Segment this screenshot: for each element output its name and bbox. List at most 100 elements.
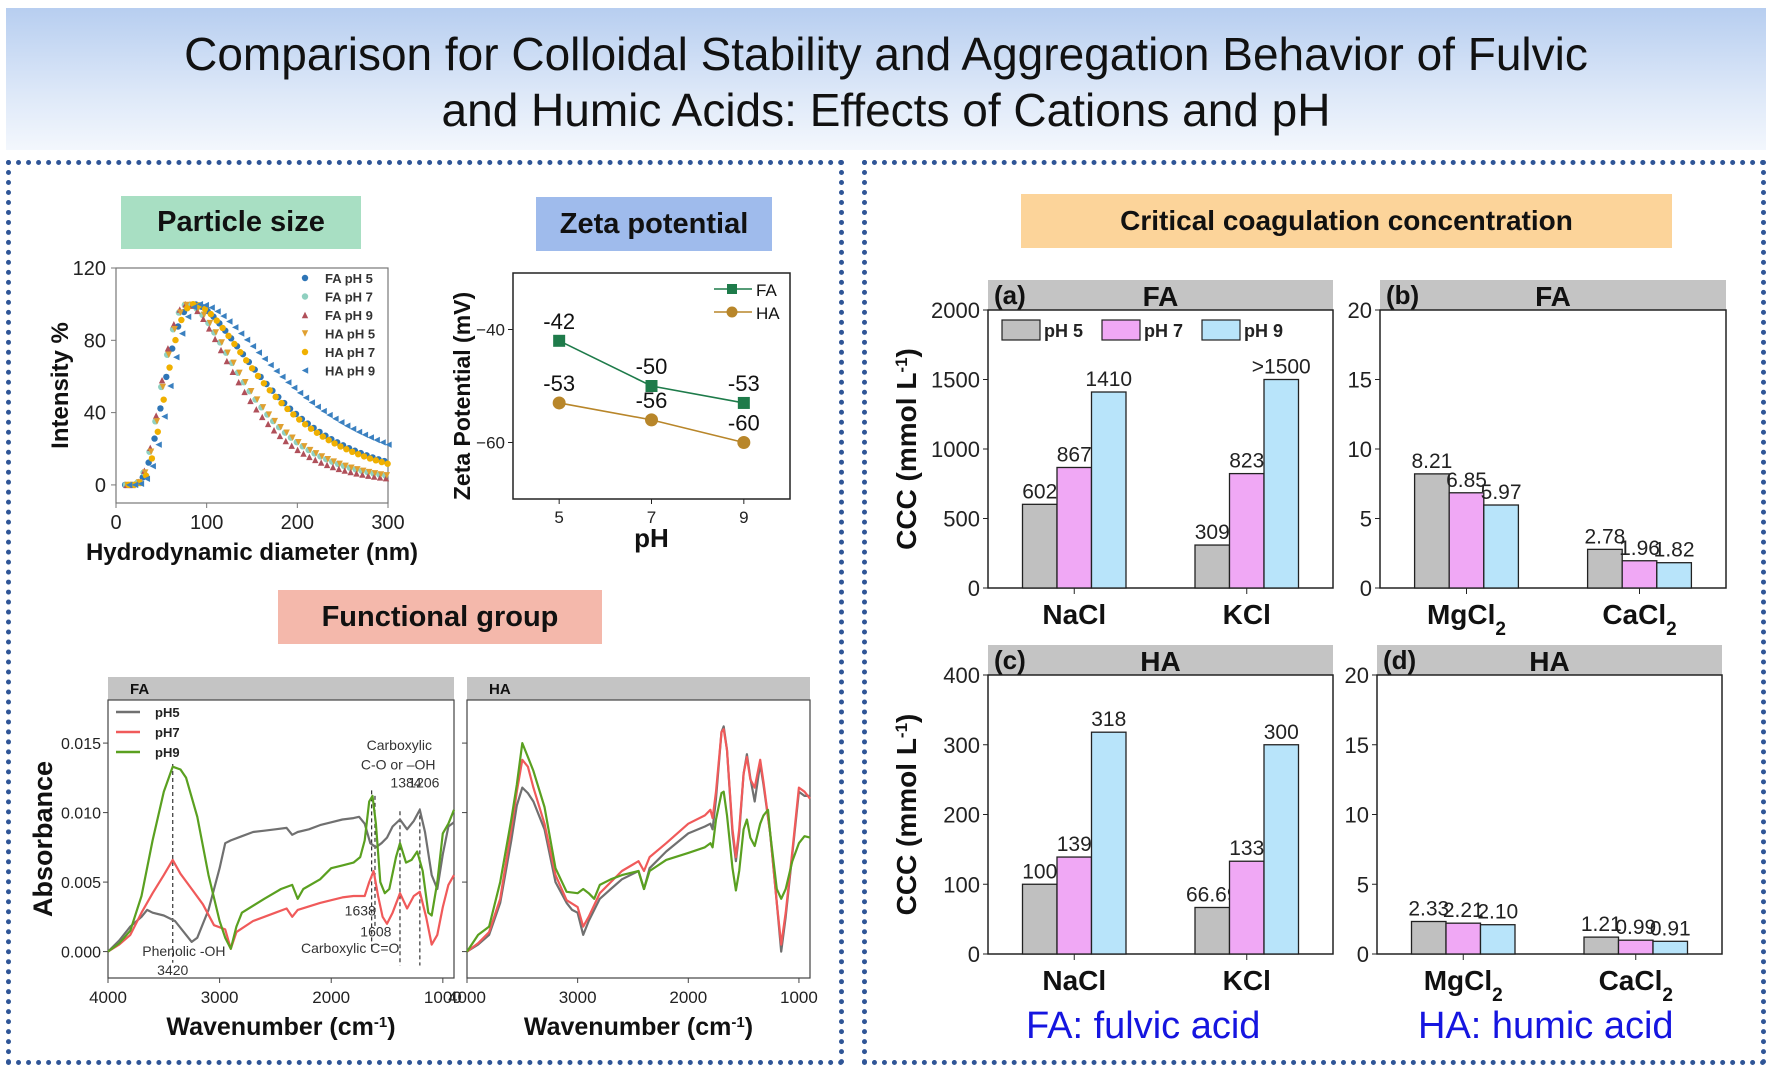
data-point <box>290 411 297 418</box>
data-point <box>260 380 268 387</box>
series-line-ph5 <box>466 725 810 953</box>
data-point <box>183 301 190 309</box>
data-point <box>366 455 374 462</box>
y-tick-label: 0.000 <box>61 945 101 962</box>
category-label: KCl <box>1223 965 1271 996</box>
legend-label: HA pH 9 <box>325 364 375 379</box>
y-tick-label: 500 <box>943 507 980 532</box>
data-point <box>202 301 209 309</box>
bar-value-label: 1.96 <box>1619 537 1660 560</box>
bar-value-label: 2.33 <box>1408 897 1449 920</box>
data-point <box>212 329 220 336</box>
data-point <box>206 325 213 332</box>
data-point <box>266 387 273 394</box>
y-tick-label: 0.015 <box>61 736 101 753</box>
data-point <box>213 317 220 324</box>
data-point <box>248 365 256 372</box>
bar-ph5 <box>1194 906 1231 955</box>
data-point <box>294 446 301 454</box>
panel-header <box>1380 280 1726 310</box>
y-tick-label: 0 <box>1360 576 1372 601</box>
data-point <box>344 422 351 429</box>
bar-ph5 <box>1413 473 1450 589</box>
data-point <box>307 446 314 454</box>
x-axis-label: Wavenumber (cm-1) <box>166 1013 395 1041</box>
ccc-a-chart: (a) FA 0 500 1000 1500 2000 CCC (mmol L-1) NaCl 6… <box>891 280 1334 630</box>
left-panel <box>6 160 844 1065</box>
data-point <box>277 423 284 431</box>
data-point <box>131 481 139 489</box>
x-tick-label: 9 <box>739 508 748 527</box>
y-axis-label: CCC (mmol L-1) <box>891 348 922 550</box>
data-point <box>224 349 231 356</box>
data-point <box>282 437 290 445</box>
legend-marker <box>301 330 309 337</box>
data-point <box>289 434 296 441</box>
data-point <box>336 460 343 468</box>
legend-marker <box>301 367 309 374</box>
x-tick-label: 2000 <box>669 988 707 1007</box>
data-point <box>261 355 268 363</box>
data-point <box>248 387 255 395</box>
x-tick-label: 3000 <box>201 988 239 1007</box>
y-tick-label: 15 <box>1345 733 1369 758</box>
bar-ph7 <box>1445 922 1482 955</box>
category-label: CaCl2 <box>1602 599 1676 640</box>
title-line-1: Comparison for Colloidal Stability and A… <box>184 28 1588 80</box>
data-point <box>335 465 343 473</box>
data-point <box>253 406 260 413</box>
data-point <box>337 443 344 450</box>
data-point <box>143 475 151 483</box>
category-label: NaCl <box>1042 965 1106 996</box>
data-point <box>211 335 219 343</box>
bar-value-label: 139 <box>1057 833 1092 856</box>
data-point <box>290 384 298 391</box>
ftir-ha-chart: HA 4000 3000 2000 1000 Wavenumber (cm-1) <box>448 677 818 1041</box>
panel-title: HA <box>1140 646 1180 677</box>
fa-footnote: FA: fulvic acid <box>1026 1005 1261 1047</box>
bar-value-label: 5.97 <box>1481 481 1522 504</box>
zeta-potential-label: Zeta potential <box>536 197 772 251</box>
y-axis-label: CCC (mmol L-1) <box>891 714 922 916</box>
data-point <box>271 417 279 425</box>
panel-label: (b) <box>1386 280 1419 310</box>
bar-value-label: 867 <box>1057 443 1092 466</box>
x-tick-label: 1000 <box>780 988 818 1007</box>
data-point <box>231 340 238 348</box>
category-label: MgCl2 <box>1424 965 1503 1006</box>
data-point <box>360 453 368 460</box>
y-tick-label: 0 <box>968 942 980 967</box>
bar-ph9 <box>1479 924 1516 955</box>
page-title: Comparison for Colloidal Stability and A… <box>6 26 1766 138</box>
y-axis-label: Absorbance <box>28 761 58 917</box>
bar-value-label: 6.85 <box>1446 469 1487 492</box>
data-point <box>218 339 226 346</box>
data-point <box>243 336 251 344</box>
data-label: -42 <box>543 309 575 334</box>
y-tick-label: 10 <box>1345 803 1369 828</box>
particle-size-chart: 0 100 200 300 0 40 80 120 Hydrodynamic diameter … <box>47 258 418 566</box>
x-tick-label: 3000 <box>559 988 597 1007</box>
data-point <box>307 425 315 432</box>
legend-label: FA pH 9 <box>325 308 373 323</box>
data-point <box>190 303 198 311</box>
data-point <box>367 434 374 441</box>
data-point <box>737 396 750 409</box>
series-ha-ph-9 <box>125 300 392 489</box>
series-line-ph7 <box>466 728 811 953</box>
data-point <box>220 312 227 320</box>
y-tick-label: 0 <box>1357 942 1369 967</box>
bar-value-label: 1.82 <box>1654 539 1695 562</box>
data-point <box>236 369 243 376</box>
data-point <box>373 436 380 444</box>
data-point <box>169 345 176 352</box>
data-point <box>184 304 191 312</box>
ftir-fa-chart: FA 4000 3000 2000 1000 0.000 0.005 0.010 0.015 Wa… <box>28 677 462 1041</box>
data-point <box>232 324 239 331</box>
data-point <box>159 383 167 391</box>
data-point <box>178 330 186 337</box>
bar-ph5 <box>1583 936 1620 955</box>
y-tick-label: −60 <box>476 434 505 453</box>
data-point <box>270 427 278 434</box>
bar-value-label: 309 <box>1195 521 1230 544</box>
